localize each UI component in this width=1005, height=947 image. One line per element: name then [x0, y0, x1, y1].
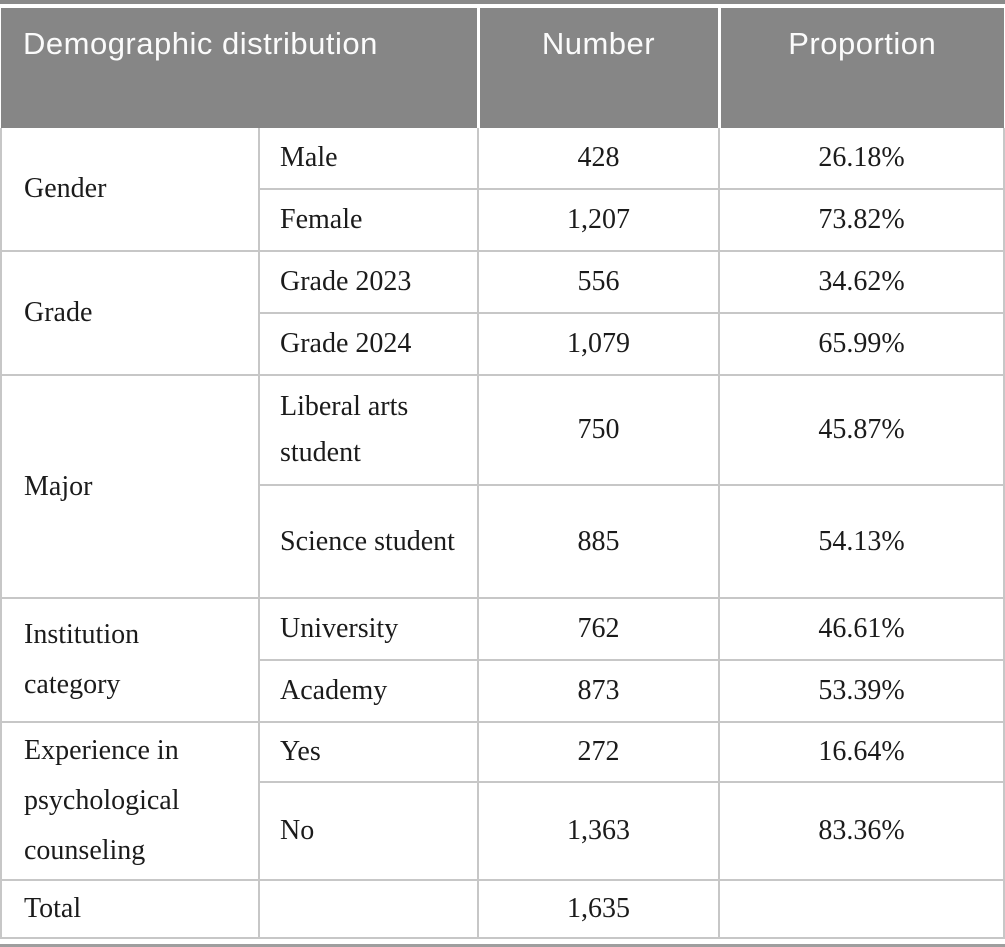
total-label-cell: Total [0, 879, 260, 939]
category-cell-grade: Grade [0, 250, 260, 376]
row-science-student: Science student 885 54.13% [1, 484, 1005, 599]
proportion-cell: 34.62% [718, 250, 1005, 314]
number-cell: 556 [477, 250, 720, 314]
category-cell-counseling-experience: Experience in psychological counseling [0, 721, 260, 881]
number-cell: 762 [477, 597, 720, 661]
row-liberal-arts-student: Major Liberal arts student 750 45.87% [0, 374, 1005, 599]
category-cell-gender: Gender [0, 128, 260, 252]
row-male: Gender Male 428 26.18% [0, 128, 1005, 252]
number-cell: 428 [477, 128, 720, 190]
row-total: Total 1,635 [0, 879, 1005, 939]
row-counseling-no: No 1,363 83.36% [1, 781, 1005, 881]
row-academy: Academy 873 53.39% [1, 659, 1005, 723]
label-cell: Grade 2023 [258, 250, 479, 314]
label-cell: Yes [258, 721, 479, 783]
number-cell: 750 [477, 374, 720, 486]
empty-cell [718, 879, 1005, 939]
proportion-cell: 65.99% [718, 312, 1005, 376]
proportion-cell: 16.64% [718, 721, 1005, 783]
label-cell: Female [258, 188, 479, 252]
number-cell: 1,079 [477, 312, 720, 376]
number-cell: 1,363 [477, 781, 720, 881]
label-cell: Liberal arts student [258, 374, 479, 486]
number-cell: 272 [477, 721, 720, 783]
label-cell: Grade 2024 [258, 312, 479, 376]
label-cell: Science student [258, 484, 479, 599]
empty-cell [258, 879, 479, 939]
label-cell: Academy [258, 659, 479, 723]
row-counseling-yes: Experience in psychological counseling Y… [0, 721, 1005, 881]
number-cell: 873 [477, 659, 720, 723]
table-top-rule [0, 0, 1005, 4]
row-university: Institution category University 762 46.6… [0, 597, 1005, 723]
proportion-cell: 45.87% [718, 374, 1005, 486]
label-cell: Male [258, 128, 479, 190]
proportion-cell: 83.36% [718, 781, 1005, 881]
proportion-cell: 46.61% [718, 597, 1005, 661]
header-cell-number: Number [476, 8, 719, 128]
demographic-distribution-table: Demographic distribution Number Proporti… [0, 8, 1005, 939]
category-cell-major: Major [0, 374, 260, 599]
table-bottom-rule [0, 944, 1005, 947]
number-cell: 885 [477, 484, 720, 599]
category-cell-institution-category: Institution category [0, 597, 260, 723]
row-grade-2024: Grade 2024 1,079 65.99% [1, 312, 1005, 376]
label-cell: No [258, 781, 479, 881]
header-row: Demographic distribution Number Proporti… [1, 8, 1004, 128]
proportion-cell: 54.13% [718, 484, 1005, 599]
label-cell: University [258, 597, 479, 661]
proportion-cell: 26.18% [718, 128, 1005, 190]
proportion-cell: 53.39% [718, 659, 1005, 723]
number-cell: 1,207 [477, 188, 720, 252]
total-number-cell: 1,635 [477, 879, 720, 939]
row-grade-2023: Grade Grade 2023 556 34.62% [0, 250, 1005, 376]
proportion-cell: 73.82% [718, 188, 1005, 252]
header-cell-demographic-distribution: Demographic distribution [1, 8, 478, 128]
header-cell-proportion: Proportion [717, 8, 1004, 128]
row-female: Female 1,207 73.82% [1, 188, 1005, 252]
